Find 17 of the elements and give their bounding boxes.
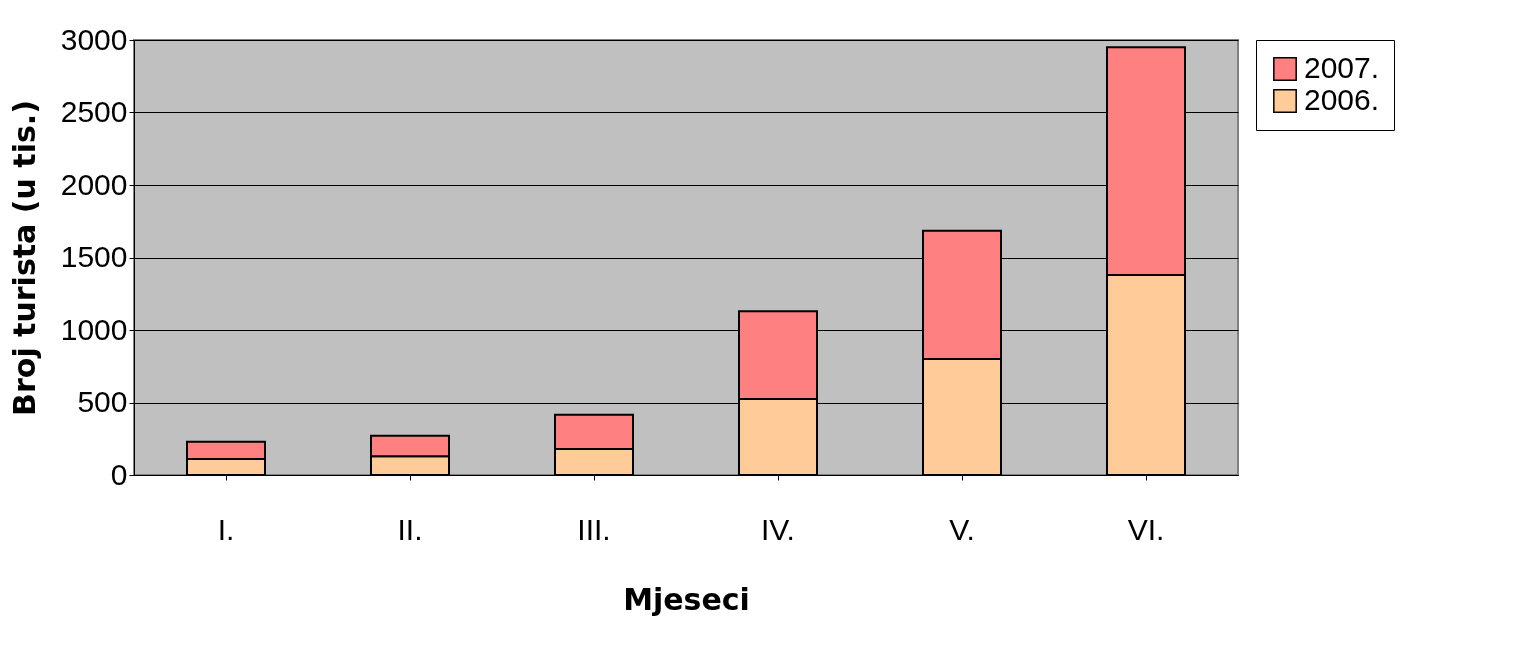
x-axis-title: Mjeseci — [623, 581, 750, 617]
y-axis-title: Broj turista (u tis.) — [6, 100, 42, 416]
legend-label: 2007. — [1304, 51, 1380, 84]
x-tick-label: I. — [217, 512, 235, 546]
x-tick-label: IV. — [761, 512, 795, 546]
y-tick-label: 0 — [110, 457, 128, 491]
y-tick-label: 2500 — [60, 95, 128, 128]
x-tick-label: VI. — [1127, 512, 1165, 546]
y-tick-label: 3000 — [60, 22, 128, 56]
x-tick-label: III. — [577, 512, 611, 546]
y-tick-label: 1000 — [60, 312, 128, 346]
y-tick-label: 1500 — [60, 240, 128, 273]
legend-label: 2006. — [1304, 83, 1380, 116]
y-tick-label: 500 — [77, 385, 128, 418]
x-tick-label: V. — [949, 512, 975, 546]
x-tick-label: II. — [397, 512, 423, 546]
y-tick-label: 2000 — [60, 167, 128, 201]
